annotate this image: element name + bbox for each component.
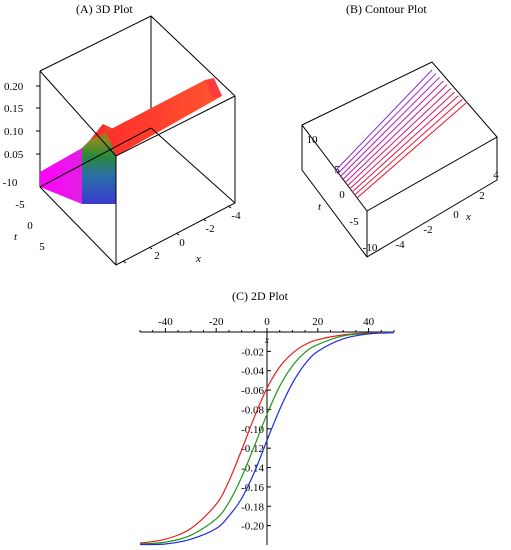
x-tick-label: -40: [158, 316, 173, 328]
axis-label-t: t: [14, 231, 18, 243]
y-tick-label: -0.16: [241, 482, 264, 494]
t-tick-label: 5: [39, 241, 45, 253]
x-tick-label: 0: [453, 209, 459, 221]
contour-line: [334, 69, 433, 172]
t-tick-label: 0: [27, 220, 33, 232]
panel-c-title: (C) 2D Plot: [232, 289, 289, 303]
y-tick-label: -0.10: [241, 424, 264, 436]
x-tick-label: -4: [231, 210, 241, 222]
y-tick-label: -0.08: [241, 404, 264, 416]
axis-label-x: x: [195, 253, 201, 265]
y-tick-label: -0.04: [241, 366, 264, 378]
panel-b-title: (B) Contour Plot: [346, 2, 427, 16]
x-tick-label: -4: [395, 239, 405, 251]
x-tick-label: -2: [205, 223, 214, 235]
contour-line: [339, 76, 440, 178]
contour-line: [341, 80, 444, 181]
t-tick-label: -10: [3, 177, 18, 189]
contour-line: [337, 73, 437, 175]
z-tick-label: 0.15: [4, 103, 24, 115]
x-tick: [148, 246, 153, 250]
x-tick-label: 0: [179, 237, 185, 249]
surface-top-plateau: [90, 80, 222, 156]
z-tick-label: 0.20: [4, 81, 24, 93]
x-tick-label: 0: [264, 316, 270, 328]
contour-line: [356, 102, 467, 199]
contour-line: [351, 95, 459, 193]
t-tick-label: -10: [363, 242, 378, 254]
t-tick-label: -5: [349, 216, 359, 228]
t-tick-label: 5: [334, 164, 340, 176]
box-edge: [150, 127, 236, 204]
x-tick-label: -2: [423, 224, 432, 236]
t-tick-label: 0: [339, 189, 345, 201]
x-tick: [202, 218, 207, 222]
x-tick-label: 40: [363, 316, 375, 328]
x-tick: [175, 232, 180, 236]
y-tick-label: -0.06: [241, 385, 264, 397]
y-tick-label: -0.14: [241, 463, 264, 475]
series-line-1: [139, 331, 395, 544]
box-edge: [39, 96, 236, 266]
panel-a-title: (A) 3D Plot: [76, 2, 133, 16]
y-tick-label: -0.02: [241, 346, 264, 358]
z-tick-label: 0.05: [4, 149, 24, 161]
contour-line: [344, 84, 448, 184]
contour-line: [346, 87, 452, 187]
t-tick-label: 10: [307, 134, 319, 146]
x-tick: [122, 260, 127, 264]
y-tick-label: -0.20: [241, 521, 264, 533]
box-edge: [39, 127, 152, 188]
contour-line: [349, 91, 456, 190]
t-tick-label: -5: [15, 199, 25, 211]
x-tick-label: 20: [312, 316, 324, 328]
axis-label-x: x: [465, 211, 471, 223]
x-tick-label: 2: [479, 190, 485, 202]
x-tick: [227, 205, 232, 209]
axis-label-t: t: [318, 201, 322, 213]
x-tick-label: 4: [493, 169, 499, 181]
y-tick-label: -0.18: [241, 501, 264, 513]
axis-label-x: x: [264, 335, 269, 345]
contour-line: [354, 98, 463, 196]
series-line-3: [139, 332, 395, 546]
surface-transition-wall: [82, 124, 116, 204]
x-tick-label: 2: [154, 250, 160, 262]
z-tick-label: 0.10: [4, 126, 24, 138]
x-tick-label: -20: [209, 316, 224, 328]
series-line-2: [139, 331, 395, 545]
surface-top-end: [205, 78, 222, 98]
